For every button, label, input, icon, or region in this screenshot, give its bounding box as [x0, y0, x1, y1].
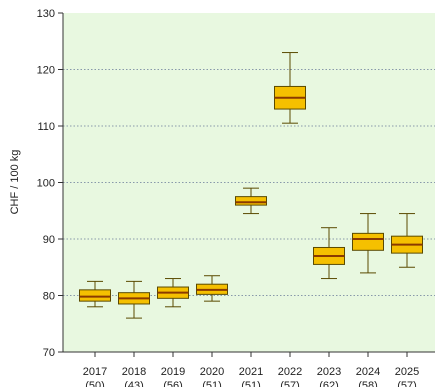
box-2024: [352, 213, 384, 274]
y-tick-label: 80: [43, 291, 55, 303]
iqr-box: [79, 289, 111, 302]
x-count-label: (57): [280, 380, 300, 387]
box-2019: [157, 278, 189, 308]
x-count-label: (57): [397, 380, 417, 387]
x-tick-label: 2022: [278, 366, 302, 378]
x-axis-ticks: 2017 (50) 2018 (43) 2019 (56) 2020 (51) 2021 (51)…: [83, 352, 419, 387]
x-tick-label: 2020: [200, 366, 224, 378]
iqr-box: [352, 232, 384, 251]
y-axis-label: CHF / 100 kg: [9, 150, 21, 215]
x-tick-label: 2019: [161, 366, 185, 378]
x-count-label: (56): [163, 380, 183, 387]
x-tick-label: 2024: [356, 366, 380, 378]
x-tick-label: 2023: [317, 366, 341, 378]
y-tick-label: 70: [43, 347, 55, 359]
x-count-label: (51): [202, 380, 222, 387]
grid-lines: [63, 69, 435, 296]
x-count-label: (51): [241, 380, 261, 387]
box-2023: [313, 227, 345, 280]
x-tick-label: 2018: [122, 366, 146, 378]
box-2022: [274, 52, 306, 124]
x-tick-label: 2025: [395, 366, 419, 378]
box-2018: [118, 280, 150, 319]
box-2020: [196, 275, 228, 302]
y-tick-label: 120: [37, 65, 55, 77]
x-tick-label: 2017: [83, 366, 107, 378]
y-tick-label: 90: [43, 234, 55, 246]
x-count-label: (62): [319, 380, 339, 387]
boxes: [79, 52, 423, 319]
x-count-label: (50): [85, 380, 105, 387]
box-2025: [391, 213, 423, 268]
x-count-label: (43): [124, 380, 144, 387]
x-tick-label: 2021: [239, 366, 263, 378]
y-tick-label: 110: [37, 121, 55, 133]
iqr-box: [235, 196, 267, 206]
box-2017: [79, 280, 111, 308]
x-count-label: (58): [358, 380, 378, 387]
y-axis-ticks: 70 80 90 100 110 120 130: [37, 8, 63, 359]
box-2021: [235, 187, 267, 215]
y-tick-label: 100: [37, 178, 55, 190]
y-tick-label: 130: [37, 8, 55, 20]
